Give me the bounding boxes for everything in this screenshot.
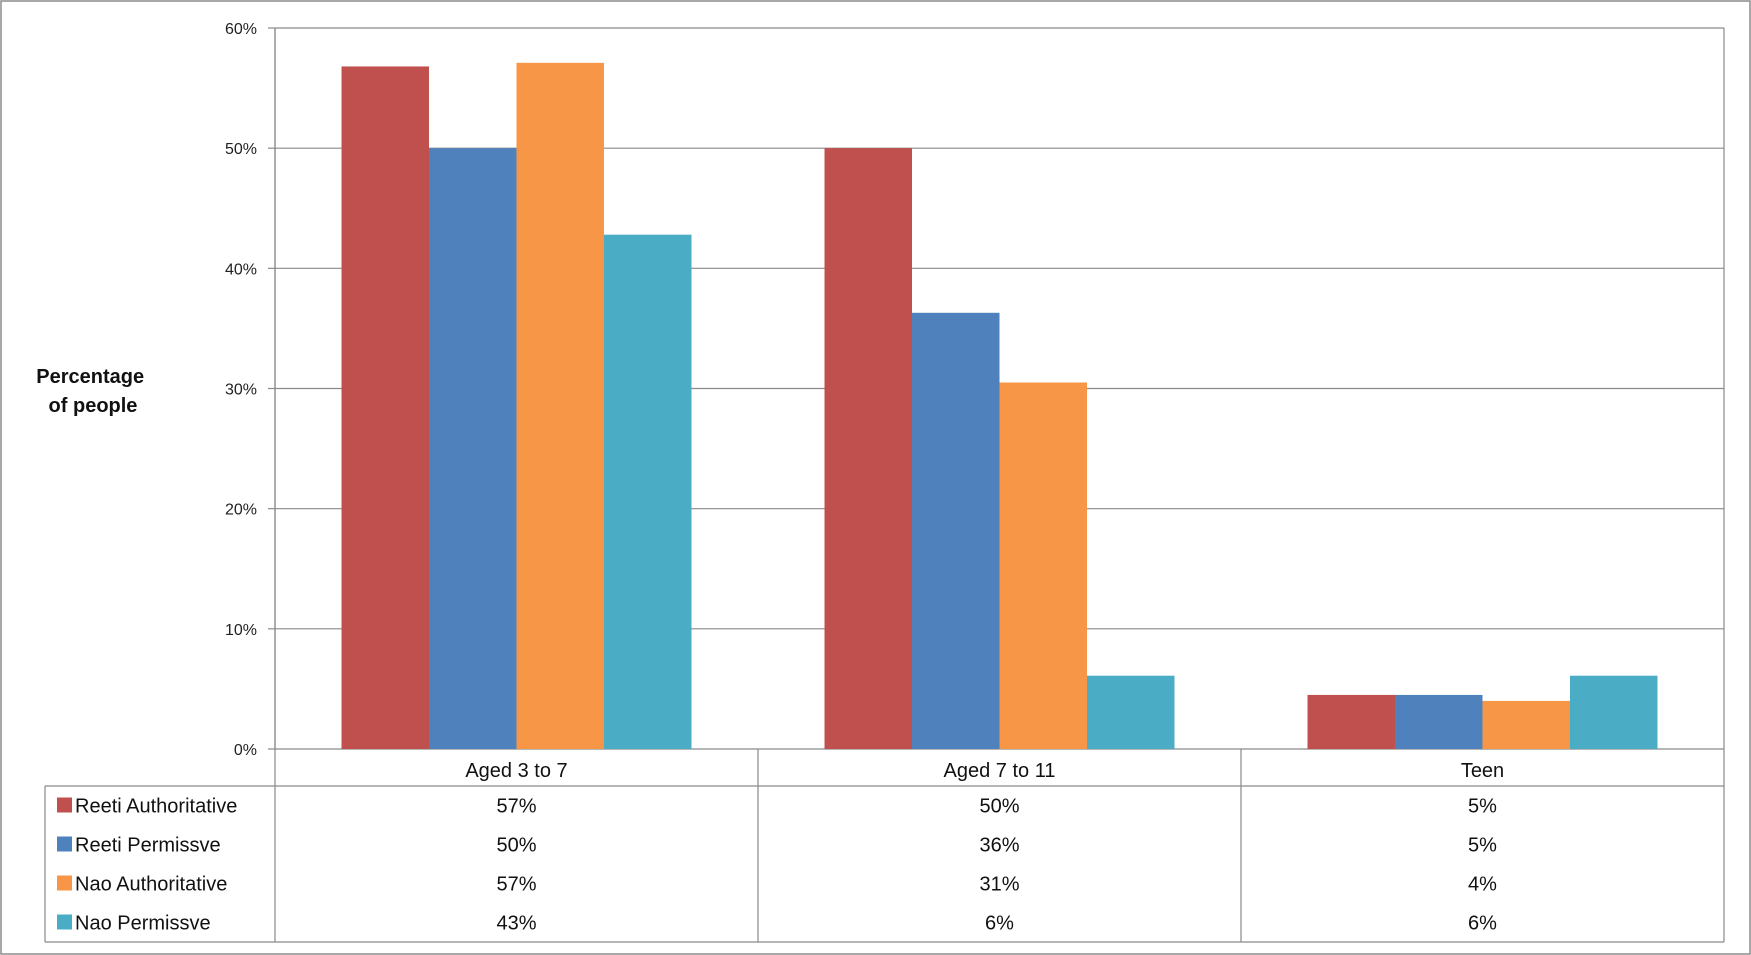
bar: [1482, 700, 1570, 749]
y-axis-label-line-2: of people: [49, 395, 138, 417]
y-tick-label: 60%: [225, 21, 257, 38]
table-cell-value: 6%: [985, 913, 1014, 935]
legend-swatch: [57, 836, 72, 852]
bar: [1307, 694, 1395, 749]
bar: [1087, 675, 1175, 749]
legend-swatch: [57, 914, 72, 930]
bar: [429, 148, 517, 749]
table-cell-value: 4%: [1468, 874, 1497, 896]
bar: [824, 148, 912, 749]
y-axis-label-line-1: Percentage: [36, 366, 144, 388]
legend-label: Reeti Authoritative: [75, 796, 237, 818]
y-tick-label: 40%: [225, 261, 257, 278]
y-axis-ticks: 0% 10% 20% 30% 40% 50% 60%: [225, 21, 257, 759]
table-cell-value: 36%: [979, 835, 1019, 857]
data-table: Aged 3 to 7 Aged 7 to 11 Teen Reeti Authori…: [44, 749, 1725, 943]
bar: [1395, 694, 1483, 749]
table-cell-value: 57%: [496, 874, 536, 896]
table-cell-value: 31%: [979, 874, 1019, 896]
bars: [341, 62, 1658, 750]
legend-swatch: [57, 875, 72, 891]
table-cell-value: 5%: [1468, 835, 1497, 857]
y-tick-label: 0%: [234, 742, 257, 759]
table-cell-value: 50%: [979, 796, 1019, 818]
bar: [912, 312, 1000, 749]
y-tick-label: 30%: [225, 382, 257, 399]
bar: [999, 382, 1087, 749]
bar: [341, 66, 429, 750]
table-cell-value: 43%: [496, 913, 536, 935]
legend-swatch: [57, 797, 72, 813]
legend-label: Reeti Permissve: [75, 835, 221, 857]
table-cell-value: 50%: [496, 835, 536, 857]
legend-label: Nao Authoritative: [75, 874, 227, 896]
x-category-label: Aged 7 to 11: [944, 760, 1056, 782]
table-cell-value: 6%: [1468, 913, 1497, 935]
bar: [516, 62, 604, 750]
y-tick-label: 20%: [225, 502, 257, 519]
bar: [604, 234, 692, 750]
y-tick-label: 50%: [225, 141, 257, 158]
x-category-label: Teen: [1461, 760, 1504, 782]
legend-label: Nao Permissve: [75, 913, 211, 935]
x-category-label: Aged 3 to 7: [465, 760, 567, 782]
y-axis-label: Percentage of people: [36, 366, 149, 417]
bar: [1570, 675, 1658, 749]
y-tick-label: 10%: [225, 622, 257, 639]
table-cell-value: 5%: [1468, 796, 1497, 818]
table-cell-value: 57%: [496, 796, 536, 818]
